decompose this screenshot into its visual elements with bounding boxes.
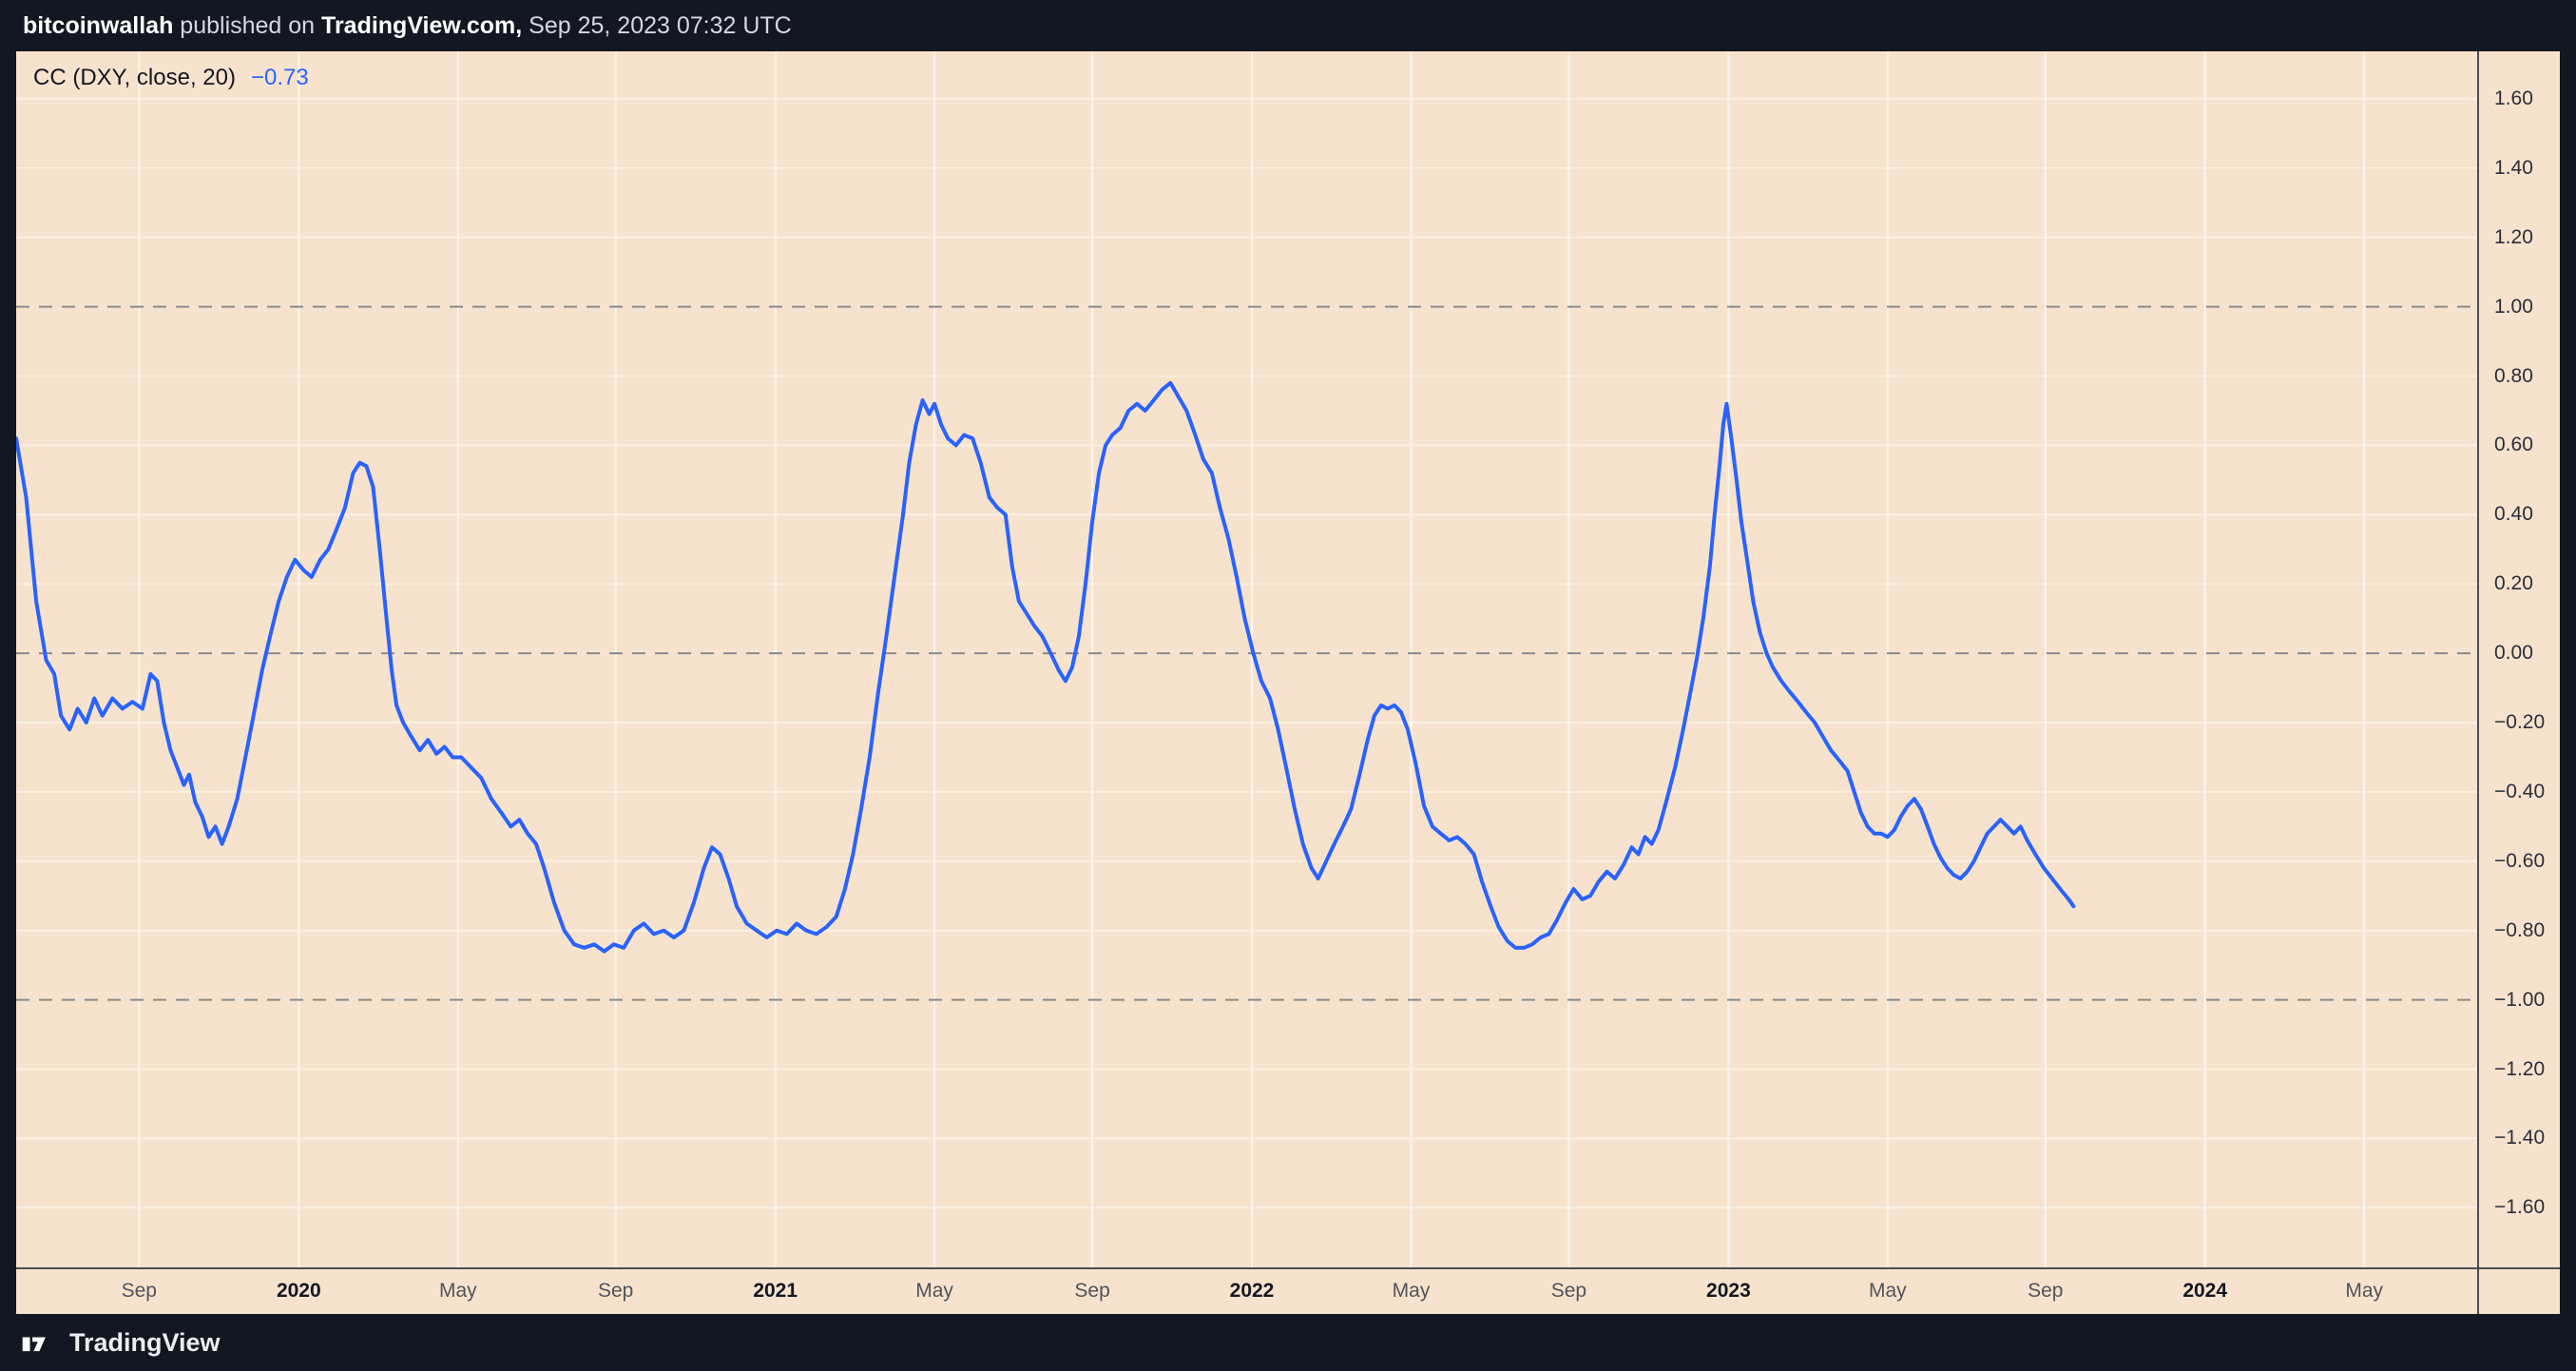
time-tick-label: Sep (121, 1280, 157, 1302)
plot-svg (16, 51, 2477, 1267)
price-tick-label: 0.00 (2494, 642, 2533, 665)
price-tick-label: 1.00 (2494, 295, 2533, 318)
tradingview-logo-icon[interactable] (21, 1331, 57, 1355)
time-tick-label: 2023 (1706, 1280, 1751, 1302)
indicator-title: CC (DXY, close, 20) (33, 65, 236, 90)
time-tick-label: 2020 (276, 1280, 321, 1302)
price-tick-label: 1.40 (2494, 156, 2533, 179)
price-tick-label: 1.60 (2494, 87, 2533, 109)
indicator-legend[interactable]: CC (DXY, close, 20) −0.73 (33, 65, 309, 91)
price-axis[interactable]: 1.60 1.40 1.20 1.00 0.80 0.60 0.40 0.20 0.00 −0.2… (2477, 51, 2560, 1314)
time-tick-label: 2021 (753, 1280, 798, 1302)
price-tick-label: −0.60 (2494, 849, 2546, 872)
time-tick-label: May (2345, 1280, 2384, 1302)
published-on-text: published on (173, 11, 322, 39)
time-tick-label: 2024 (2182, 1280, 2228, 1302)
price-tick-label: −0.40 (2494, 780, 2546, 802)
indicator-value: −0.73 (250, 65, 309, 90)
price-tick-label: 0.40 (2494, 503, 2533, 526)
time-tick-label: Sep (1074, 1280, 1110, 1302)
price-tick-label: 0.20 (2494, 572, 2533, 595)
publish-timestamp: Sep 25, 2023 07:32 UTC (522, 11, 792, 39)
time-tick-label: Sep (1550, 1280, 1587, 1302)
time-tick-label: May (438, 1280, 477, 1302)
time-tick-label: Sep (2028, 1280, 2064, 1302)
price-tick-label: −1.60 (2494, 1196, 2546, 1219)
publish-header: bitcoinwallah published on TradingView.c… (0, 0, 2576, 51)
price-tick-label: 0.60 (2494, 434, 2533, 456)
price-tick-label: 0.80 (2494, 364, 2533, 387)
site-name[interactable]: TradingView.com, (321, 11, 523, 39)
price-tick-label: −0.20 (2494, 711, 2546, 733)
cc-line[interactable] (16, 380, 2076, 954)
time-axis[interactable]: Sep 2020 May Sep 2021 May Sep 2022 May Sep 2023 May… (16, 1267, 2560, 1314)
price-tick-label: −1.20 (2494, 1057, 2546, 1080)
price-tick-label: 1.20 (2494, 225, 2533, 248)
footer-brand-bar: TradingView (0, 1314, 2576, 1371)
price-tick-label: −1.00 (2494, 988, 2546, 1011)
chart-area: CC (DXY, close, 20) −0.73 1.60 1.40 1.20 1.… (16, 51, 2560, 1314)
plot-region[interactable]: CC (DXY, close, 20) −0.73 (16, 51, 2477, 1267)
price-tick-label: −1.40 (2494, 1127, 2546, 1149)
time-tick-label: 2022 (1229, 1280, 1275, 1302)
time-tick-label: Sep (598, 1280, 634, 1302)
time-tick-label: May (1868, 1280, 1907, 1302)
price-tick-label: −0.80 (2494, 918, 2546, 941)
time-tick-label: May (1392, 1280, 1431, 1302)
time-tick-label: May (915, 1280, 953, 1302)
author-name[interactable]: bitcoinwallah (23, 11, 174, 39)
tradingview-brand[interactable]: TradingView (69, 1327, 221, 1357)
